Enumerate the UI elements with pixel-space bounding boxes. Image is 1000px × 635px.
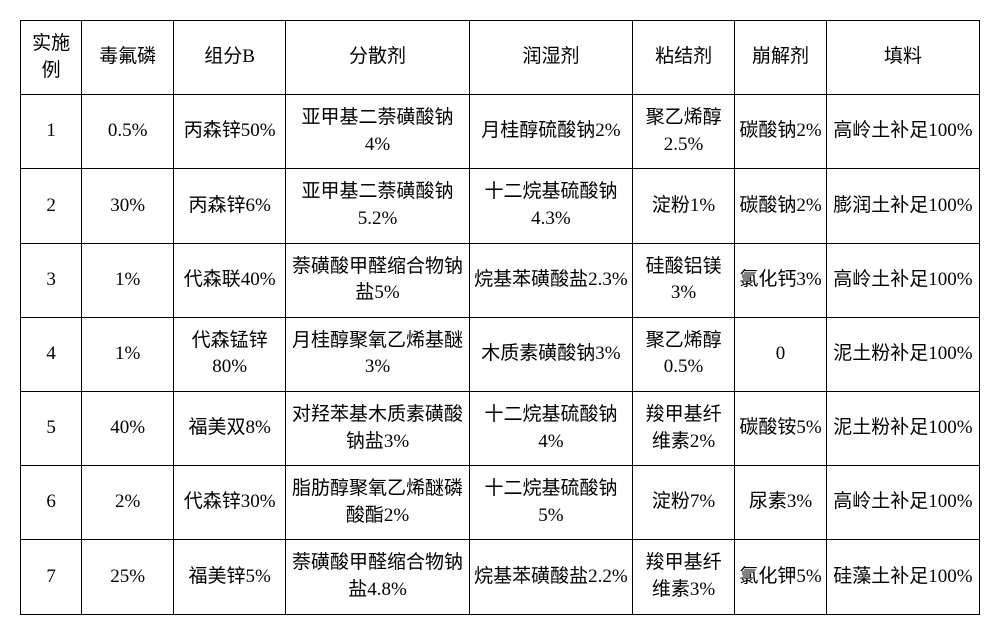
table-cell: 亚甲基二萘磺酸钠5.2% [286, 169, 470, 243]
table-cell: 1% [82, 317, 174, 391]
table-cell: 月桂醇聚氧乙烯基醚3% [286, 317, 470, 391]
table-cell: 7 [21, 540, 82, 614]
table-cell: 十二烷基硫酸钠4.3% [469, 169, 632, 243]
table-cell: 高岭土补足100% [826, 243, 979, 317]
table-cell: 十二烷基硫酸钠4% [469, 391, 632, 465]
table-cell: 烷基苯磺酸盐2.2% [469, 540, 632, 614]
table-cell: 碳酸铵5% [735, 391, 827, 465]
col-header: 填料 [826, 21, 979, 95]
table-cell: 代森锌30% [174, 466, 286, 540]
table-cell: 丙森锌50% [174, 95, 286, 169]
table-row: 41%代森锰锌80%月桂醇聚氧乙烯基醚3%木质素磺酸钠3%聚乙烯醇0.5%0泥土… [21, 317, 980, 391]
table-cell: 0.5% [82, 95, 174, 169]
table-cell: 高岭土补足100% [826, 95, 979, 169]
table-cell: 2% [82, 466, 174, 540]
table-cell: 泥土粉补足100% [826, 391, 979, 465]
col-header: 崩解剂 [735, 21, 827, 95]
table-cell: 对羟苯基木质素磺酸钠盐3% [286, 391, 470, 465]
table-cell: 福美双8% [174, 391, 286, 465]
table-cell: 淀粉1% [633, 169, 735, 243]
col-header: 组分B [174, 21, 286, 95]
table-cell: 25% [82, 540, 174, 614]
table-cell: 硅酸铝镁3% [633, 243, 735, 317]
table-row: 62%代森锌30%脂肪醇聚氧乙烯醚磷酸酯2%十二烷基硫酸钠5%淀粉7%尿素3%高… [21, 466, 980, 540]
table-row: 31%代森联40%萘磺酸甲醛缩合物钠盐5%烷基苯磺酸盐2.3%硅酸铝镁3%氯化钙… [21, 243, 980, 317]
table-cell: 聚乙烯醇0.5% [633, 317, 735, 391]
table-cell: 6 [21, 466, 82, 540]
table-cell: 烷基苯磺酸盐2.3% [469, 243, 632, 317]
table-body: 10.5%丙森锌50%亚甲基二萘磺酸钠4%月桂醇硫酸钠2%聚乙烯醇2.5%碳酸钠… [21, 95, 980, 614]
table-cell: 月桂醇硫酸钠2% [469, 95, 632, 169]
table-cell: 碳酸钠2% [735, 169, 827, 243]
table-cell: 氯化钾5% [735, 540, 827, 614]
table-cell: 福美锌5% [174, 540, 286, 614]
table-cell: 1% [82, 243, 174, 317]
table-cell: 40% [82, 391, 174, 465]
table-cell: 木质素磺酸钠3% [469, 317, 632, 391]
table-row: 230%丙森锌6%亚甲基二萘磺酸钠5.2%十二烷基硫酸钠4.3%淀粉1%碳酸钠2… [21, 169, 980, 243]
table-cell: 聚乙烯醇2.5% [633, 95, 735, 169]
table-cell: 30% [82, 169, 174, 243]
col-header: 毒氟磷 [82, 21, 174, 95]
table-cell: 萘磺酸甲醛缩合物钠盐5% [286, 243, 470, 317]
table-cell: 十二烷基硫酸钠5% [469, 466, 632, 540]
table-cell: 膨润土补足100% [826, 169, 979, 243]
table-cell: 5 [21, 391, 82, 465]
col-header: 分散剂 [286, 21, 470, 95]
table-cell: 萘磺酸甲醛缩合物钠盐4.8% [286, 540, 470, 614]
table-cell: 1 [21, 95, 82, 169]
table-cell: 4 [21, 317, 82, 391]
table-cell: 泥土粉补足100% [826, 317, 979, 391]
table-cell: 氯化钙3% [735, 243, 827, 317]
table-cell: 亚甲基二萘磺酸钠4% [286, 95, 470, 169]
table-cell: 丙森锌6% [174, 169, 286, 243]
col-header: 粘结剂 [633, 21, 735, 95]
col-header: 润湿剂 [469, 21, 632, 95]
table-cell: 0 [735, 317, 827, 391]
table-cell: 碳酸钠2% [735, 95, 827, 169]
table-cell: 高岭土补足100% [826, 466, 979, 540]
table-header-row: 实施例 毒氟磷 组分B 分散剂 润湿剂 粘结剂 崩解剂 填料 [21, 21, 980, 95]
table-row: 725%福美锌5%萘磺酸甲醛缩合物钠盐4.8%烷基苯磺酸盐2.2%羧甲基纤维素3… [21, 540, 980, 614]
table-cell: 尿素3% [735, 466, 827, 540]
formulation-table: 实施例 毒氟磷 组分B 分散剂 润湿剂 粘结剂 崩解剂 填料 10.5%丙森锌5… [20, 20, 980, 615]
table-cell: 羧甲基纤维素3% [633, 540, 735, 614]
col-header: 实施例 [21, 21, 82, 95]
table-cell: 硅藻土补足100% [826, 540, 979, 614]
table-cell: 代森联40% [174, 243, 286, 317]
table-cell: 淀粉7% [633, 466, 735, 540]
table-cell: 3 [21, 243, 82, 317]
table-cell: 羧甲基纤维素2% [633, 391, 735, 465]
table-row: 10.5%丙森锌50%亚甲基二萘磺酸钠4%月桂醇硫酸钠2%聚乙烯醇2.5%碳酸钠… [21, 95, 980, 169]
table-row: 540%福美双8%对羟苯基木质素磺酸钠盐3%十二烷基硫酸钠4%羧甲基纤维素2%碳… [21, 391, 980, 465]
table-cell: 2 [21, 169, 82, 243]
table-cell: 脂肪醇聚氧乙烯醚磷酸酯2% [286, 466, 470, 540]
table-cell: 代森锰锌80% [174, 317, 286, 391]
